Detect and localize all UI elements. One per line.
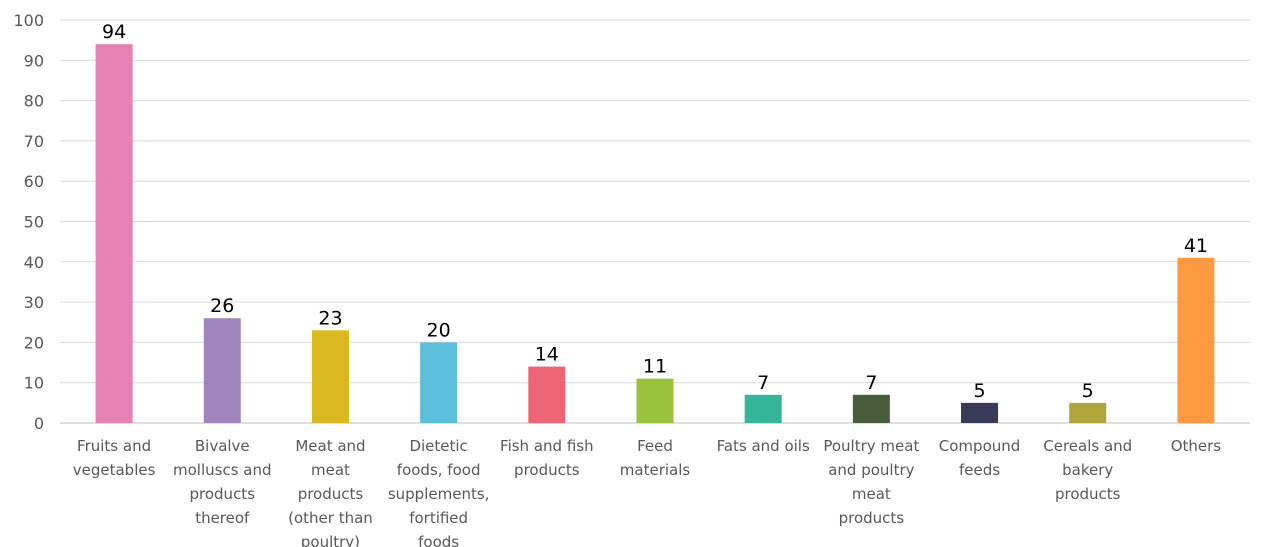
data-label: 5 xyxy=(973,380,985,402)
x-category-label-line: bakery xyxy=(1062,461,1113,479)
x-category-label-line: (other than xyxy=(288,509,373,527)
y-tick-label: 40 xyxy=(24,253,44,272)
y-tick-label: 90 xyxy=(24,51,44,70)
x-category-label-line: foods, food xyxy=(397,461,481,479)
y-tick-label: 20 xyxy=(24,333,44,352)
y-tick-label: 10 xyxy=(24,374,44,393)
bar xyxy=(203,318,241,423)
x-category-label-line: Poultry meat xyxy=(823,437,919,455)
x-category-label-line: Meat and xyxy=(295,437,365,455)
data-label: 23 xyxy=(318,307,342,329)
x-category-label-line: Fruits and xyxy=(77,437,151,455)
bar xyxy=(528,366,566,423)
bar xyxy=(744,394,782,423)
x-category-label-line: Compound xyxy=(939,437,1021,455)
data-label: 7 xyxy=(757,372,769,394)
x-category-label: Poultry meat and poultry meat products xyxy=(823,437,919,527)
x-category-label: Bivalve molluscs and products thereof xyxy=(173,437,272,527)
x-category-label-line: fortified xyxy=(409,509,468,527)
x-category-label-line: vegetables xyxy=(73,461,156,479)
x-category-label-line: Others xyxy=(1171,437,1222,455)
x-category-label-line: products xyxy=(839,509,905,527)
x-category-label-line: Fats and oils xyxy=(717,437,810,455)
x-category-label-line: products xyxy=(1055,485,1121,503)
data-label: 41 xyxy=(1184,235,1208,257)
x-category-label: Meat and meat products (other than poultry) xyxy=(288,437,373,547)
bar xyxy=(961,402,999,423)
x-category-label-line: Cereals and xyxy=(1043,437,1132,455)
x-category-label-line: Bivalve xyxy=(195,437,250,455)
x-category-label-line: meat xyxy=(311,461,350,479)
x-category-label-line: products xyxy=(514,461,580,479)
x-category-label-line: Feed xyxy=(637,437,673,455)
bar xyxy=(852,394,890,423)
x-category-label: Fish and fish products xyxy=(500,437,594,479)
x-category-label: Compound feeds xyxy=(939,437,1021,479)
data-label: 5 xyxy=(1082,380,1094,402)
x-category-label-line: feeds xyxy=(959,461,1000,479)
y-tick-label: 100 xyxy=(13,11,44,30)
bar xyxy=(95,44,133,424)
x-category-label-line: Dietetic xyxy=(409,437,467,455)
data-label: 26 xyxy=(210,295,234,317)
x-category-label: Fruits and vegetables xyxy=(73,437,156,479)
x-axis-category-labels: Fruits and vegetables Bivalve molluscs and p… xyxy=(73,437,1222,547)
x-category-label-line: supplements, xyxy=(388,485,490,503)
x-category-label: Cereals and bakery products xyxy=(1043,437,1132,503)
y-tick-label: 0 xyxy=(34,414,44,433)
data-label: 11 xyxy=(643,356,667,378)
y-tick-label: 30 xyxy=(24,293,44,312)
gridlines xyxy=(60,19,1250,424)
x-category-label-line: products xyxy=(190,485,256,503)
data-label: 7 xyxy=(865,372,877,394)
x-category-label-line: foods xyxy=(418,533,459,547)
x-category-label-line: and poultry xyxy=(828,461,914,479)
data-label: 14 xyxy=(535,344,559,366)
bars xyxy=(95,44,1215,424)
bar xyxy=(636,378,674,423)
x-category-label-line: poultry) xyxy=(301,533,360,547)
y-tick-label: 80 xyxy=(24,92,44,111)
x-category-label: Others xyxy=(1171,437,1222,455)
data-label: 94 xyxy=(102,21,126,43)
y-axis-tick-labels: 0 10 20 30 40 50 60 70 80 90 100 xyxy=(13,11,44,433)
x-category-label-line: thereof xyxy=(195,509,250,527)
x-category-label: Feed materials xyxy=(620,437,691,479)
x-category-label-line: meat xyxy=(852,485,891,503)
x-category-label: Fats and oils xyxy=(717,437,810,455)
y-tick-label: 70 xyxy=(24,132,44,151)
bar xyxy=(1177,257,1215,423)
bar xyxy=(420,342,458,423)
bar xyxy=(1069,402,1107,423)
x-category-label: Dietetic foods, food supplements, fortified… xyxy=(388,437,490,547)
data-labels: 94 26 23 20 14 11 7 7 5 5 41 xyxy=(102,21,1208,402)
bar xyxy=(311,330,349,423)
x-category-label-line: Fish and fish xyxy=(500,437,594,455)
x-category-label-line: molluscs and xyxy=(173,461,272,479)
x-category-label-line: products xyxy=(298,485,364,503)
x-category-label-line: materials xyxy=(620,461,691,479)
y-tick-label: 50 xyxy=(24,213,44,232)
y-tick-label: 60 xyxy=(24,172,44,191)
data-label: 20 xyxy=(427,319,451,341)
